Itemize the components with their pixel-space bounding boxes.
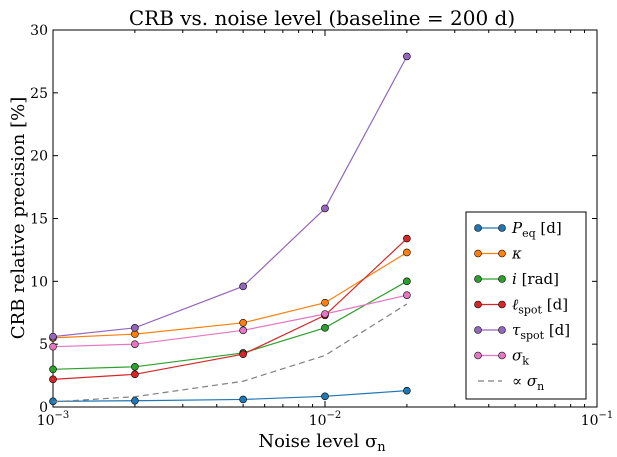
legend-label-sub: spot <box>518 304 542 317</box>
legend-label: σk <box>512 347 529 368</box>
x-axis-label-sub: n <box>377 440 386 455</box>
legend-marker <box>498 326 506 334</box>
data-point <box>131 324 139 332</box>
legend-label: ℓspot [d] <box>512 296 568 317</box>
data-point <box>321 310 329 318</box>
data-point <box>403 234 411 243</box>
legend-label: i [rad] <box>512 270 559 288</box>
legend-entry: σk <box>474 347 529 368</box>
legend-entries: Peq [d]κi [rad]ℓspot [d]τspot [d]σk∝ σn <box>474 219 570 393</box>
legend-marker <box>474 224 482 232</box>
y-tick-label: 5 <box>39 337 48 353</box>
data-point <box>321 204 329 213</box>
data-point <box>49 342 57 351</box>
y-axis-label: CRB relative precision [%] <box>8 97 29 339</box>
data-point <box>239 326 247 335</box>
y-axis-ticks: 0 5 10 15 20 25 30 <box>30 23 597 416</box>
legend-label-name: ∝ σ <box>512 372 538 390</box>
data-point <box>321 392 329 401</box>
legend-label-sub: spot <box>520 329 544 342</box>
x-tick-base: 10 <box>309 413 327 429</box>
legend-marker <box>498 275 506 283</box>
legend-label: τspot [d] <box>512 321 570 342</box>
data-point <box>403 277 411 286</box>
data-point <box>239 282 247 291</box>
x-tick-exponent: −3 <box>55 410 70 421</box>
data-point <box>131 330 139 338</box>
x-tick-base: 10 <box>37 413 55 429</box>
series <box>49 52 411 341</box>
legend-marker <box>474 249 482 258</box>
x-axis-label: Noise level σn <box>258 431 386 455</box>
series-layer <box>49 52 411 406</box>
legend-label: ∝ σn <box>512 372 544 393</box>
data-point <box>403 291 411 299</box>
legend-label-suffix: [d] <box>542 296 568 314</box>
legend-label-name: i <box>512 270 517 288</box>
y-tick-label: 30 <box>30 23 48 39</box>
legend-entry: ℓspot [d] <box>474 296 568 317</box>
legend-entry: κ <box>474 245 522 263</box>
legend-marker <box>474 300 482 309</box>
data-point <box>403 248 411 257</box>
legend-label-name: σ <box>512 347 523 365</box>
x-tick-label: 10−3 <box>37 410 70 429</box>
legend-label-sub: k <box>522 355 529 368</box>
y-tick-label: 25 <box>30 86 48 102</box>
legend-entry: τspot [d] <box>474 321 570 342</box>
data-point <box>403 386 411 395</box>
legend-label-suffix: [d] <box>544 321 570 339</box>
legend-label: κ <box>511 245 522 263</box>
legend-label-sub: n <box>537 380 544 393</box>
series <box>52 303 408 403</box>
legend-label-name: P <box>511 219 523 237</box>
x-axis-label-text: Noise level σ <box>258 431 377 452</box>
data-point <box>49 375 57 384</box>
data-point <box>403 52 411 61</box>
x-tick-exponent: −2 <box>327 410 342 421</box>
legend-marker <box>498 249 506 258</box>
legend-entry: Peq [d] <box>474 219 562 240</box>
legend-label: Peq [d] <box>511 219 562 240</box>
legend-marker <box>474 326 482 334</box>
data-point <box>49 365 57 374</box>
data-point <box>239 350 247 359</box>
legend-marker <box>498 351 506 360</box>
legend-label-name: κ <box>511 245 522 263</box>
series-line <box>52 303 408 403</box>
x-tick-base: 10 <box>581 413 599 429</box>
x-tick-exponent: −1 <box>599 410 614 421</box>
data-point <box>131 396 139 405</box>
x-tick-label: 10−1 <box>581 410 614 429</box>
legend-marker <box>474 351 482 360</box>
legend-entry: i [rad] <box>474 270 559 288</box>
y-tick-label: 15 <box>30 212 48 228</box>
legend-label-name: τ <box>512 321 521 339</box>
legend-marker <box>498 224 506 232</box>
legend-label-sub: eq <box>522 227 536 240</box>
legend-box <box>465 211 587 400</box>
data-point <box>131 340 139 348</box>
data-point <box>131 370 139 379</box>
legend-entry: ∝ σn <box>478 372 544 393</box>
legend-label-name: ℓ <box>512 296 518 314</box>
data-point <box>49 332 57 341</box>
data-point <box>239 395 247 404</box>
legend-label-suffix: [d] <box>536 219 562 237</box>
x-tick-label: 10−2 <box>309 410 342 429</box>
chart-title: CRB vs. noise level (baseline = 200 d) <box>129 6 515 30</box>
series <box>49 291 411 351</box>
data-point <box>239 319 247 327</box>
y-tick-label: 20 <box>30 149 48 165</box>
legend-label-suffix: [rad] <box>517 270 559 288</box>
data-point <box>321 324 329 332</box>
legend-marker <box>474 275 482 283</box>
y-tick-label: 10 <box>30 274 48 290</box>
legend: Peq [d]κi [rad]ℓspot [d]τspot [d]σk∝ σn <box>465 211 587 400</box>
data-point <box>321 298 329 307</box>
data-point <box>131 362 139 371</box>
legend-marker <box>498 300 506 309</box>
y-tick-label: 0 <box>39 400 48 416</box>
